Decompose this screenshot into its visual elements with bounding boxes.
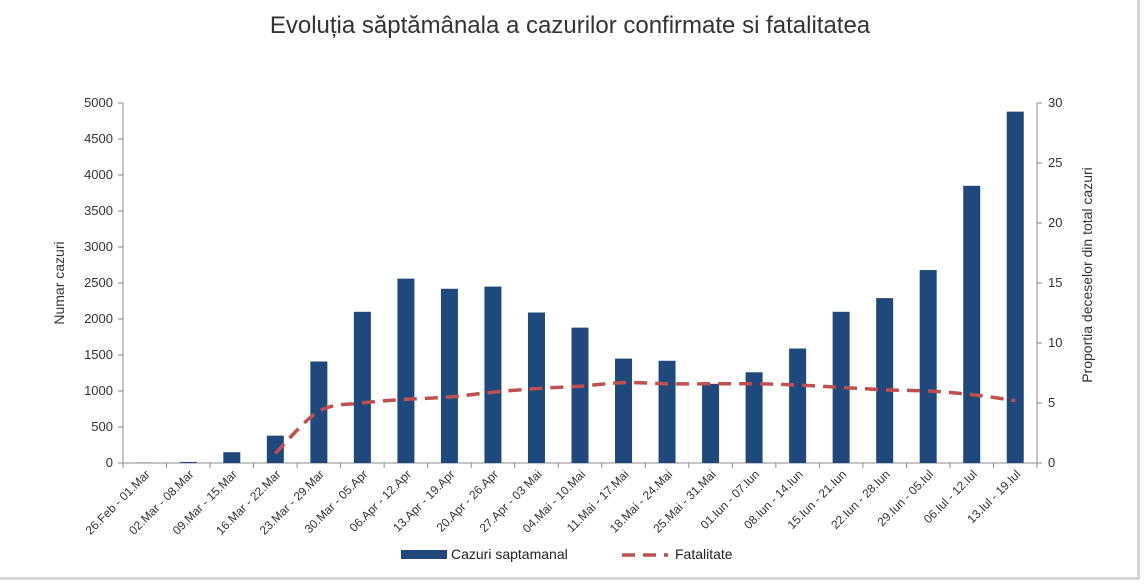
y2-tick-label: 15 xyxy=(1048,275,1062,290)
bar xyxy=(353,311,371,463)
bar xyxy=(963,185,981,464)
bar xyxy=(789,348,807,463)
bar xyxy=(876,298,894,463)
bar xyxy=(179,461,197,463)
line-series xyxy=(274,380,1016,455)
y2-tick-label: 10 xyxy=(1048,335,1062,350)
y2-tick-label: 30 xyxy=(1048,95,1062,110)
bar xyxy=(397,278,415,463)
y-tick-label: 1000 xyxy=(84,383,113,398)
bar xyxy=(484,286,502,463)
legend-label-bars: Cazuri saptamanal xyxy=(451,546,568,562)
y-tick-label: 4000 xyxy=(84,167,113,182)
chart-title: Evoluția săptămânala a cazurilor confirm… xyxy=(269,12,871,39)
y-tick-label: 4500 xyxy=(84,131,113,146)
y2-tick-label: 5 xyxy=(1048,395,1055,410)
y-tick-label: 500 xyxy=(91,419,113,434)
bar xyxy=(571,327,589,463)
legend: Cazuri saptamanal Fatalitate xyxy=(401,546,733,562)
axes: 0 500 1000 1500 2000 2500 3000 3500 4000 4500 5000… xyxy=(51,95,1095,470)
y-tick-label: 0 xyxy=(106,455,113,470)
y-tick-label: 5000 xyxy=(84,95,113,110)
y2-axis-title: Proportia deceselor din total cazuri xyxy=(1079,167,1095,383)
bar xyxy=(1006,111,1024,463)
y-tick-label: 1500 xyxy=(84,347,113,362)
y-tick-label: 2500 xyxy=(84,275,113,290)
legend-swatch-bars xyxy=(401,550,447,559)
y2-tick-label: 0 xyxy=(1048,455,1055,470)
bar xyxy=(266,435,284,463)
bar xyxy=(615,358,633,463)
bar xyxy=(310,361,328,463)
bar xyxy=(702,383,720,463)
bar-series xyxy=(136,111,1024,464)
y-tick-label: 3000 xyxy=(84,239,113,254)
y-tick-label: 3500 xyxy=(84,203,113,218)
y-axis-title: Numar cazuri xyxy=(51,241,67,324)
fatality-line xyxy=(274,380,1016,455)
legend-label-line: Fatalitate xyxy=(675,546,733,562)
y2-tick-label: 25 xyxy=(1048,155,1062,170)
bar xyxy=(658,360,676,463)
bar xyxy=(440,288,458,463)
bar xyxy=(745,372,763,463)
bar xyxy=(919,270,937,463)
y-tick-label: 2000 xyxy=(84,311,113,326)
y2-tick-label: 20 xyxy=(1048,215,1062,230)
bar xyxy=(223,452,241,463)
